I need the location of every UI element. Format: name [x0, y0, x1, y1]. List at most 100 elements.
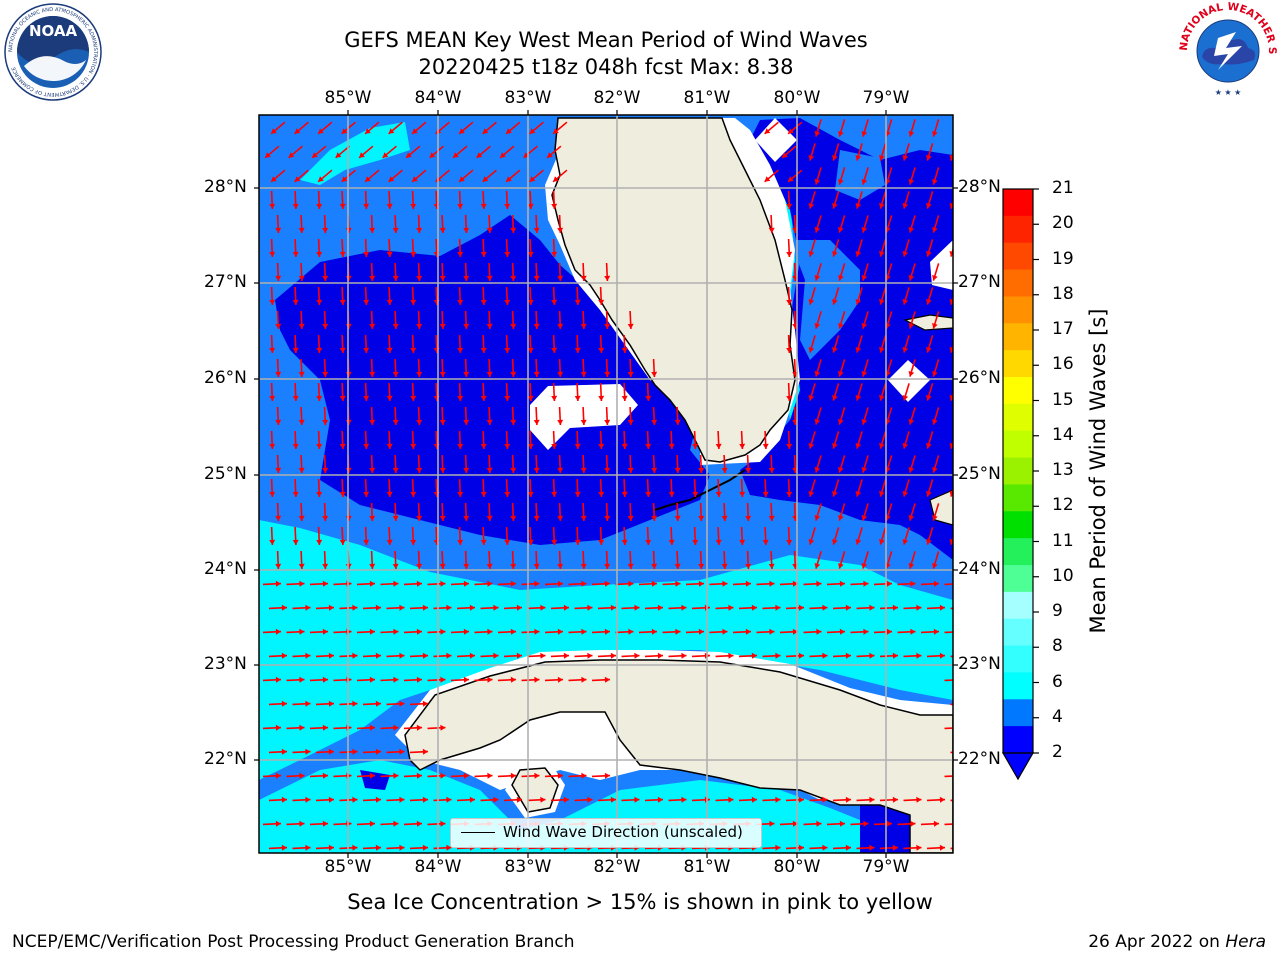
wave-direction-arrowhead	[386, 347, 393, 353]
wave-direction-arrowhead	[328, 652, 334, 659]
wave-direction-arrowhead	[422, 796, 428, 803]
wave-direction-arrowhead	[410, 539, 417, 545]
wave-direction-arrowhead	[926, 395, 932, 401]
wave-direction-arrowhead	[721, 563, 728, 569]
wave-direction-arrowhead	[363, 539, 370, 545]
wave-direction-arrowhead	[516, 796, 522, 803]
wave-direction-arrowhead	[429, 152, 436, 158]
wave-direction-arrowhead	[645, 443, 652, 449]
wave-direction-arrowhead	[681, 796, 687, 803]
wave-direction-arrowhead	[281, 700, 287, 707]
wave-direction-arrowhead	[446, 796, 452, 803]
wave-direction-arrowhead	[416, 563, 423, 569]
wave-direction-arrowhead	[902, 443, 909, 449]
wave-direction-arrowhead	[292, 251, 299, 257]
wave-direction-arrowhead	[621, 539, 628, 545]
wave-direction-arrowhead	[769, 628, 775, 635]
wave-direction-arrowhead	[902, 539, 909, 545]
wave-direction-arrowhead	[604, 467, 611, 473]
colorbar-segment	[1003, 403, 1033, 432]
wave-direction-arrowhead	[768, 515, 775, 521]
wave-direction-arrowhead	[845, 796, 851, 803]
wave-direction-arrowhead	[855, 203, 862, 209]
wave-direction-arrowhead	[527, 443, 534, 449]
wave-direction-arrowhead	[416, 820, 422, 827]
lat-label-left: 28°N	[204, 177, 247, 197]
wave-direction-arrow	[957, 311, 962, 328]
wave-direction-arrowhead	[292, 395, 299, 401]
wave-direction-arrowhead	[715, 443, 722, 449]
wave-direction-arrowhead	[446, 604, 452, 611]
wave-direction-arrowhead	[298, 275, 305, 281]
wave-direction-arrowhead	[269, 347, 276, 353]
lat-label-right: 22°N	[958, 749, 1001, 769]
wave-direction-arrowhead	[328, 604, 334, 611]
wave-direction-arrowhead	[674, 419, 681, 425]
wave-direction-arrowhead	[838, 371, 844, 377]
wave-direction-arrowhead	[392, 275, 399, 281]
wave-direction-arrowhead	[932, 515, 938, 521]
wave-direction-arrowhead	[814, 179, 821, 185]
wave-direction-arrowhead	[339, 203, 346, 209]
wave-direction-arrowhead	[322, 724, 328, 731]
nws-logo: NATIONAL WEATHER SERVICE ★ ★ ★	[1178, 2, 1278, 97]
wave-direction-arrowhead	[557, 676, 563, 683]
wave-direction-arrowhead	[463, 227, 470, 233]
wave-direction-arrowhead	[963, 605, 968, 611]
wave-direction-arrowhead	[674, 515, 681, 521]
colorbar-segment	[1003, 323, 1033, 351]
wave-direction-arrowhead	[328, 700, 334, 707]
wave-direction-arrowhead	[580, 467, 587, 473]
colorbar-segment	[1003, 377, 1033, 405]
wave-direction-arrowhead	[299, 628, 305, 635]
wave-direction-arrowhead	[908, 179, 915, 185]
wave-direction-arrowhead	[902, 347, 909, 353]
wave-direction-arrowhead	[416, 676, 422, 683]
wave-direction-arrowhead	[957, 581, 962, 587]
wave-direction-arrowhead	[410, 347, 417, 353]
wave-direction-arrowhead	[369, 323, 376, 329]
wave-direction-arrowhead	[412, 128, 418, 134]
wave-direction-arrowhead	[292, 491, 299, 497]
wave-direction-arrowhead	[832, 491, 838, 497]
wave-direction-arrowhead	[610, 796, 616, 803]
wave-direction-arrowhead	[439, 419, 446, 425]
wave-direction-arrow	[944, 583, 953, 586]
wave-direction-arrowhead	[932, 371, 938, 377]
sea-ice-note: Sea Ice Concentration > 15% is shown in …	[347, 890, 933, 914]
wave-direction-arrowhead	[651, 419, 658, 425]
wave-direction-arrowhead	[393, 580, 399, 587]
wave-direction-arrowhead	[580, 275, 587, 281]
wave-direction-arrowhead	[369, 515, 376, 521]
wave-direction-arrowhead	[814, 563, 821, 569]
noaa-logo: NOAA NATIONAL OCEANIC AND ATMOSPHERIC AD…	[4, 3, 102, 101]
wave-direction-arrowhead	[328, 796, 334, 803]
wave-direction-arrowhead	[557, 515, 564, 521]
wave-direction-arrowhead	[487, 580, 493, 587]
colorbar-tick-label: 21	[1052, 178, 1074, 198]
wave-direction-arrowhead	[388, 128, 395, 134]
wave-direction-arrowhead	[926, 539, 932, 545]
wave-direction-arrowhead	[422, 748, 428, 755]
colorbar-tick-label: 13	[1052, 460, 1074, 480]
wave-direction-arrowhead	[814, 515, 821, 521]
wave-direction-arrowhead	[410, 251, 417, 257]
wave-direction-arrowhead	[739, 539, 746, 545]
lon-label-bottom: 82°W	[593, 857, 641, 877]
wave-direction-arrowhead	[861, 179, 868, 185]
wave-direction-arrowhead	[375, 652, 381, 659]
wave-direction-arrowhead	[822, 604, 828, 611]
wave-direction-arrowhead	[838, 419, 844, 425]
wave-direction-arrowhead	[533, 563, 540, 569]
wave-direction-arrowhead	[908, 515, 915, 521]
wave-direction-arrowhead	[339, 299, 346, 305]
wave-direction-arrowhead	[838, 323, 844, 329]
wave-direction-arrowhead	[651, 515, 658, 521]
wave-direction-arrowhead	[902, 203, 909, 209]
wave-direction-arrowhead	[281, 604, 287, 611]
wave-direction-arrowhead	[292, 299, 299, 305]
wave-direction-arrowhead	[453, 152, 459, 158]
map-legend: Wind Wave Direction (unscaled)	[450, 818, 762, 848]
colorbar-segment	[1003, 538, 1033, 566]
wave-direction-arrowhead	[392, 227, 399, 233]
